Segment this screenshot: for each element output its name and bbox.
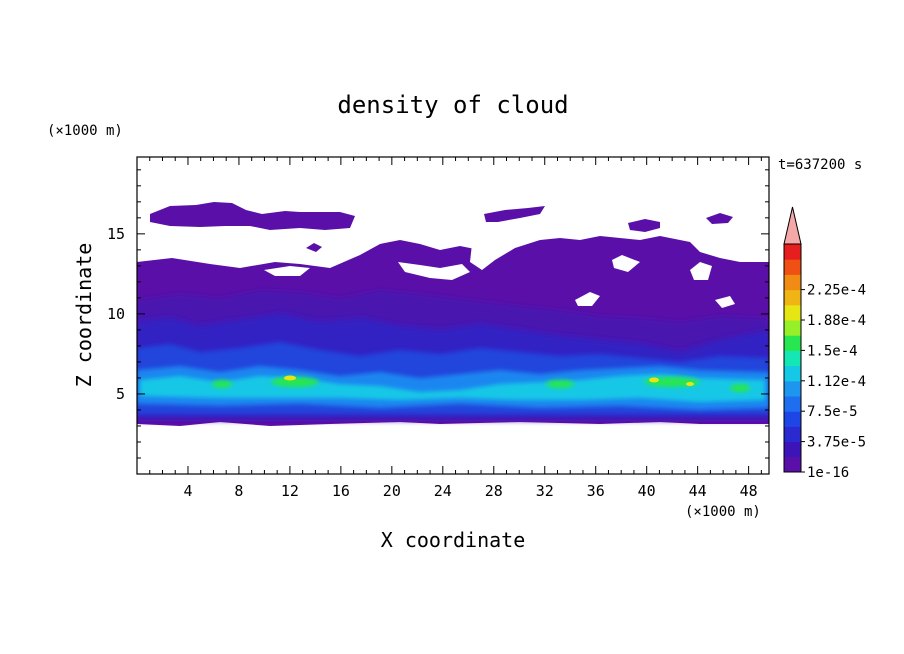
clear-gap-6 [690, 262, 712, 280]
x-tick-label: 28 [485, 482, 503, 500]
clear-gap-3 [575, 292, 600, 306]
colorbar: 1e-16 3.75e-5 7.5e-5 1.12e-4 1.5e-4 1.88e-4 2.… [783, 206, 866, 481]
colorbar-label: 1.88e-4 [807, 313, 866, 329]
x-tick-label: 4 [183, 482, 192, 500]
colorbar-segment [784, 441, 801, 458]
x-tick-label: 32 [536, 482, 554, 500]
colorbar-segment [784, 274, 801, 291]
colorbar-segment [784, 244, 801, 260]
colorbar-segment [784, 365, 801, 382]
colorbar-segment [784, 380, 801, 397]
plot-frame [136, 156, 770, 475]
x-axis: 4 8 12 16 20 24 28 32 36 40 44 48 [149, 157, 762, 500]
colorbar-label: 3.75e-5 [807, 435, 866, 451]
colorbar-segment [784, 335, 801, 351]
y-tick-label: 15 [107, 225, 125, 243]
x-tick-label: 20 [383, 482, 401, 500]
colorbar-segment [784, 396, 801, 412]
clear-gap-4 [612, 255, 640, 272]
y-unit-label: (×1000 m) [47, 123, 123, 139]
x-tick-label: 16 [332, 482, 350, 500]
x-tick-label: 44 [689, 482, 707, 500]
x-tick-label: 48 [740, 482, 758, 500]
clear-gap-1 [398, 262, 470, 280]
y-axis: 5 10 15 [107, 169, 769, 459]
colorbar-label: 2.25e-4 [807, 283, 866, 299]
x-axis-label: X coordinate [381, 528, 526, 552]
y-tick-label: 5 [116, 385, 125, 403]
colorbar-segment [784, 259, 801, 275]
colorbar-segment [784, 411, 801, 427]
colorbar-segment [784, 426, 801, 443]
colorbar-overflow-arrow [783, 206, 802, 245]
x-tick-label: 24 [434, 482, 452, 500]
colorbar-label: 1e-16 [807, 465, 849, 481]
colorbar-label: 7.5e-5 [807, 404, 858, 420]
clear-gap-2 [470, 226, 570, 270]
cloud-region-upper-left [150, 202, 355, 230]
cloud-field [137, 202, 769, 426]
clear-gap-7 [715, 296, 735, 308]
cloud-region-upper-right [628, 219, 660, 232]
chart-title: density of cloud [337, 91, 568, 119]
cloud-region-upper-right2 [706, 213, 733, 224]
y-tick-label: 10 [107, 305, 125, 323]
x-tick-label: 36 [587, 482, 605, 500]
colorbar-segment [784, 456, 801, 473]
colorbar-segment [784, 350, 801, 367]
x-tick-label: 12 [281, 482, 299, 500]
colorbar-segment [784, 320, 801, 336]
cloud-region-core-yellow [284, 375, 694, 386]
x-tick-label: 40 [638, 482, 656, 500]
clear-gap-8 [264, 266, 310, 276]
y-axis-label: Z coordinate [72, 243, 96, 388]
colorbar-label: 1.12e-4 [807, 374, 866, 390]
cloud-region-speck [306, 243, 322, 252]
time-label: t=637200 s [778, 157, 862, 173]
cloud-region-upper-mid [484, 206, 545, 222]
x-tick-label: 8 [234, 482, 243, 500]
colorbar-label: 1.5e-4 [807, 343, 858, 359]
x-unit-label: (×1000 m) [685, 504, 761, 520]
colorbar-segment [784, 289, 801, 306]
colorbar-segment [784, 304, 801, 321]
